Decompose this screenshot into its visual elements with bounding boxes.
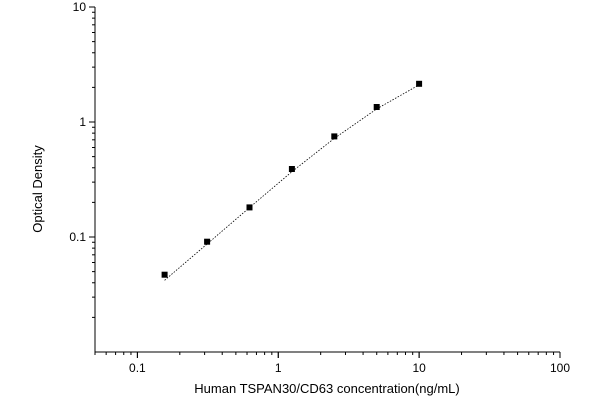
x-tick-label: 10 bbox=[412, 361, 426, 375]
data-point bbox=[331, 133, 338, 140]
fit-curve-line bbox=[164, 84, 420, 281]
y-tick-label: 10 bbox=[73, 0, 87, 14]
data-point bbox=[204, 238, 211, 245]
x-axis-title: Human TSPAN30/CD63 concentration(ng/mL) bbox=[194, 381, 459, 396]
plot-area: 0.1 1 10 100 0.1 1 10 bbox=[69, 0, 570, 375]
y-axis-ticks: 0.1 1 10 bbox=[69, 0, 95, 318]
data-point bbox=[416, 80, 423, 87]
x-tick-label: 100 bbox=[550, 361, 570, 375]
x-tick-label: 0.1 bbox=[129, 361, 146, 375]
data-point bbox=[373, 104, 380, 110]
x-tick-label: 1 bbox=[275, 361, 282, 375]
data-points-group bbox=[161, 80, 423, 278]
fit-curve-group bbox=[164, 84, 420, 281]
y-tick-label: 0.1 bbox=[69, 230, 86, 244]
y-tick-label: 1 bbox=[79, 115, 86, 129]
data-point bbox=[246, 204, 253, 211]
x-axis-ticks: 0.1 1 10 100 bbox=[94, 352, 570, 375]
y-axis-title: Optical Density bbox=[30, 145, 45, 233]
data-point bbox=[161, 271, 168, 278]
data-point bbox=[288, 166, 295, 172]
